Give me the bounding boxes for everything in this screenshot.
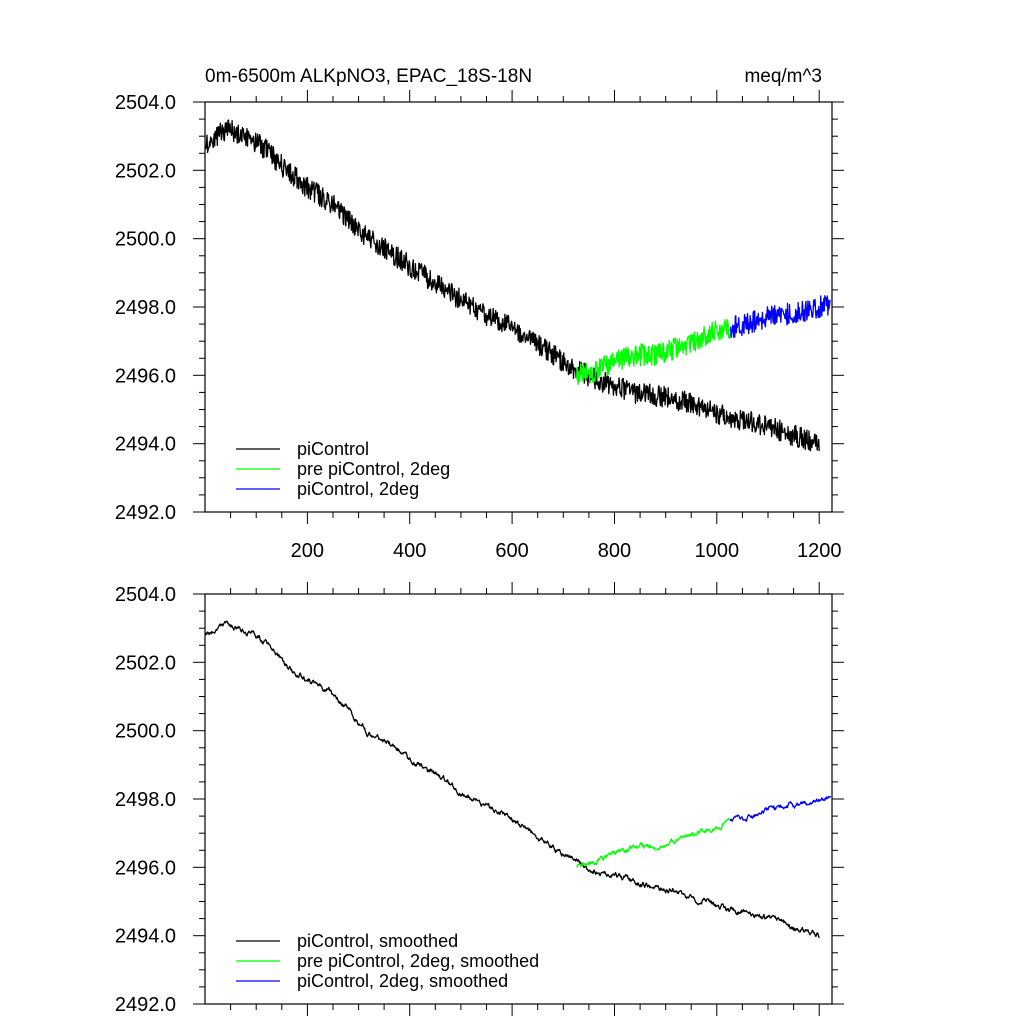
y-tick-label: 2498.0 [115,789,176,811]
series-line [204,620,820,939]
y-tick-label: 2494.0 [115,926,176,948]
x-tick-label: 1000 [695,540,740,562]
series-line [729,795,832,822]
y-tick-label: 2494.0 [115,434,176,456]
series-line [576,817,731,868]
legend-label: piControl, 2deg [297,479,419,499]
plot-title: 0m-6500m ALKpNO3, EPAC_18S-18N [205,66,532,87]
y-tick-label: 2504.0 [115,92,176,114]
series-line [204,119,820,452]
y-tick-label: 2496.0 [115,857,176,879]
y-tick-label: 2492.0 [115,994,176,1016]
x-tick-label: 400 [393,540,426,562]
y-tick-label: 2500.0 [115,721,176,743]
plot-units: meq/m^3 [744,66,822,87]
x-tick-label: 600 [495,540,528,562]
x-tick-label: 1200 [797,540,842,562]
y-tick-label: 2502.0 [115,160,176,182]
y-tick-label: 2492.0 [115,502,176,524]
series-line [575,319,731,386]
legend-label: piControl, 2deg, smoothed [297,971,508,991]
legend-label: pre piControl, 2deg, smoothed [297,951,539,971]
bottom-panel: 2492.0 2494.0 2496.0 2498.0 2500.0 2502.0 2504… [115,582,844,1016]
legend-label: pre piControl, 2deg [297,459,450,479]
y-tick-label: 2496.0 [115,365,176,387]
y-tick-label: 2498.0 [115,297,176,319]
y-tick-label: 2504.0 [115,584,176,606]
y-tick-label: 2500.0 [115,229,176,251]
x-tick-label: 800 [598,540,631,562]
legend-label: piControl, smoothed [297,931,458,951]
top-panel: 200 400 600 800 1000 1200 2492.0 2494.0 2496.0 24… [115,90,844,562]
x-tick-label: 200 [291,540,324,562]
y-tick-label: 2502.0 [115,652,176,674]
series-line [729,294,831,338]
legend-label: piControl [297,439,369,459]
